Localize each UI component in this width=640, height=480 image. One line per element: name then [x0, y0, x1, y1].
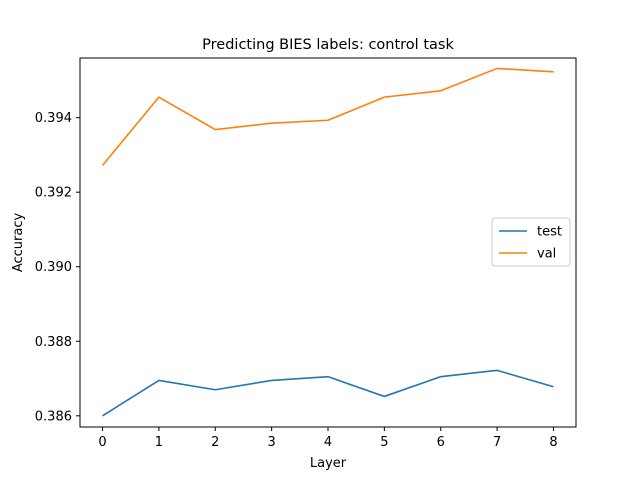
legend-box [491, 217, 571, 267]
y-axis-label: Accuracy [11, 213, 26, 273]
axis-layer: 0 1 2 3 4 5 6 7 8 0.386 0.388 0.390 0.392 0.394 [35, 111, 558, 450]
x-tick-label: 6 [437, 435, 445, 450]
series-line-val [101, 67, 554, 166]
x-tick-label: 0 [98, 435, 106, 450]
y-tick-label: 0.394 [35, 111, 72, 126]
legend: test val [491, 217, 571, 267]
series-layer [101, 67, 554, 417]
legend-label-val: val [537, 247, 556, 262]
y-tick-label: 0.390 [35, 260, 72, 275]
x-tick-label: 7 [493, 435, 501, 450]
x-tick-label: 1 [155, 435, 163, 450]
y-tick-label: 0.386 [35, 409, 72, 424]
y-tick-label: 0.392 [35, 186, 72, 201]
x-tick-label: 4 [324, 435, 332, 450]
legend-label-test: test [537, 225, 562, 240]
x-axis-label: Layer [310, 456, 347, 471]
x-tick-label: 3 [267, 435, 275, 450]
chart-title: Predicting BIES labels: control task [202, 37, 454, 53]
x-tick-label: 2 [211, 435, 219, 450]
x-tick-label: 8 [549, 435, 557, 450]
plot-frame [79, 57, 577, 428]
y-tick-label: 0.388 [35, 335, 72, 350]
x-tick-label: 5 [380, 435, 388, 450]
series-line-test [102, 369, 554, 417]
